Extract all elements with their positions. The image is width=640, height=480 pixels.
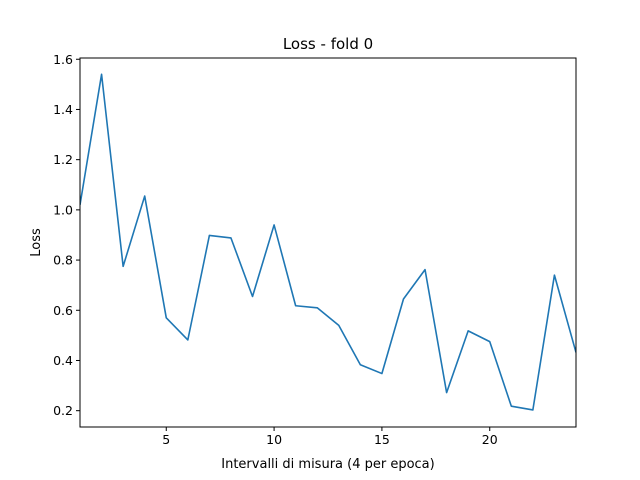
x-tick-label-10: 10 <box>266 432 282 447</box>
series-line-0 <box>80 73 576 411</box>
x-tick-label-20: 20 <box>482 432 498 447</box>
y-axis-label: Loss <box>29 228 44 257</box>
y-tick-label-0: 0.2 <box>53 403 73 418</box>
axes-frame <box>79 57 577 428</box>
chart-title: Loss - fold 0 <box>283 35 373 53</box>
y-tick-label-1: 0.4 <box>53 353 73 368</box>
y-tick-label-4: 1.0 <box>53 202 73 217</box>
x-tick-label-5: 5 <box>162 432 170 447</box>
y-tick-label-7: 1.6 <box>53 52 73 67</box>
y-tick-label-5: 1.2 <box>53 152 73 167</box>
x-axis: 5 10 15 20 <box>162 427 498 447</box>
y-tick-label-6: 1.4 <box>53 102 73 117</box>
x-axis-label: Intervalli di misura (4 per epoca) <box>221 457 434 472</box>
y-tick-label-2: 0.6 <box>53 303 73 318</box>
y-tick-label-3: 0.8 <box>53 253 73 268</box>
plot-area <box>80 73 576 411</box>
y-axis: 0.2 0.4 0.6 0.8 1.0 1.2 1.4 1.6 <box>53 52 80 418</box>
x-tick-label-15: 15 <box>374 432 390 447</box>
